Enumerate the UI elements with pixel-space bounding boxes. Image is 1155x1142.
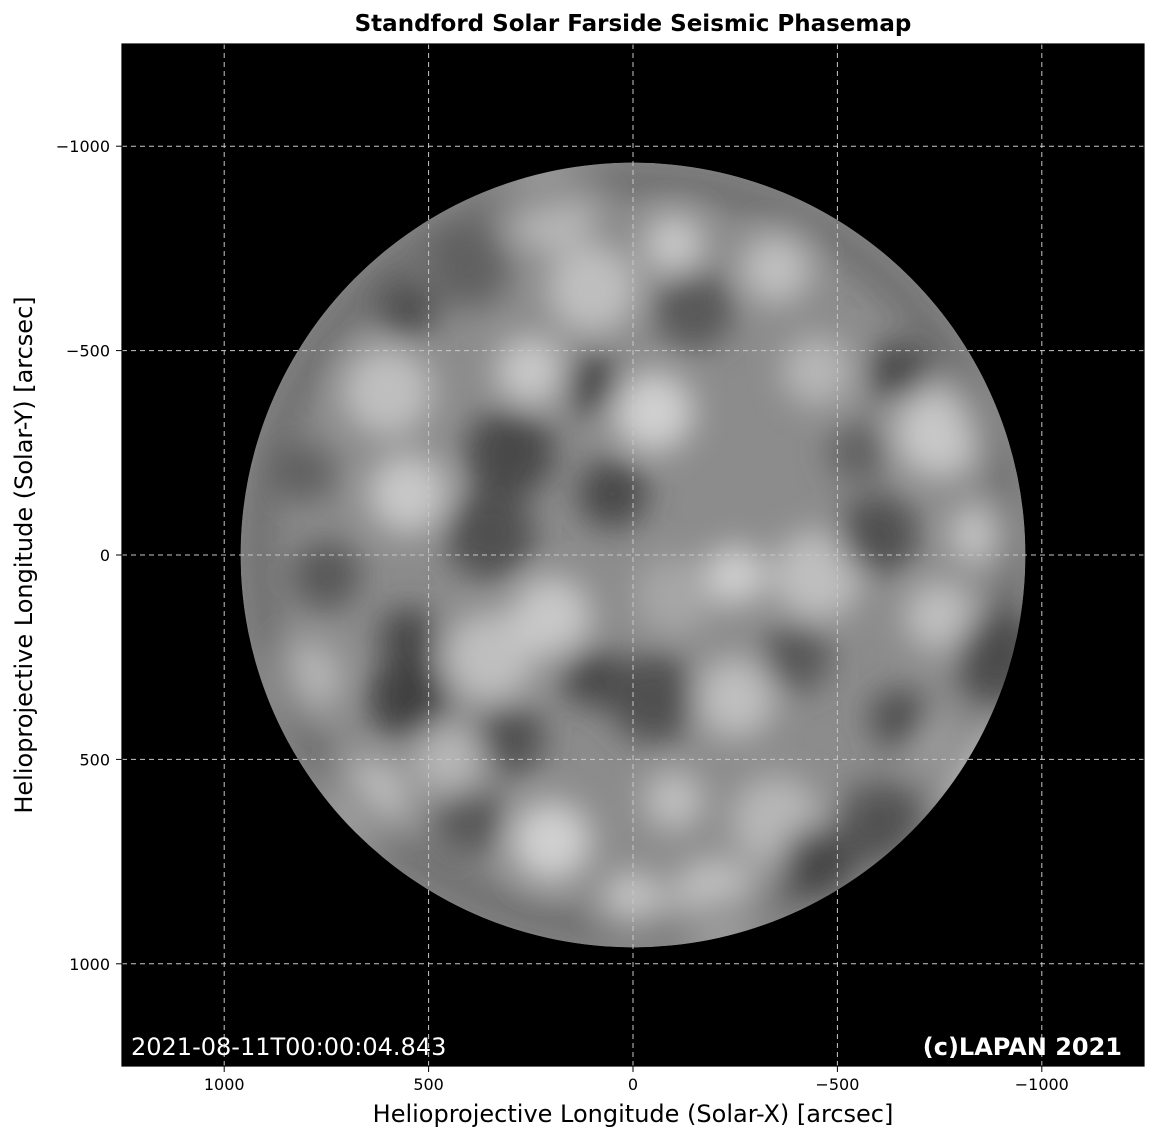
x-tick-label: 1000 — [204, 1075, 245, 1094]
phasemap-feature — [465, 407, 556, 498]
phasemap-feature — [475, 703, 546, 774]
x-tick-label: 0 — [628, 1075, 638, 1094]
chart-title: Standford Solar Farside Seismic Phasemap — [354, 11, 912, 37]
x-tick-label: −500 — [815, 1075, 859, 1094]
phasemap-feature — [562, 353, 623, 414]
phasemap-feature — [378, 606, 439, 667]
phasemap-feature — [547, 244, 638, 335]
phasemap-feature — [577, 458, 648, 529]
phasemap-feature — [654, 269, 735, 350]
phasemap-feature — [781, 336, 852, 407]
copyright-label: (c)LAPAN 2021 — [923, 1033, 1122, 1061]
phasemap-feature — [275, 443, 336, 504]
phasemap-feature — [613, 371, 694, 452]
phasemap-feature — [705, 545, 766, 606]
phasemap-feature — [643, 770, 704, 831]
phasemap-feature — [633, 555, 714, 636]
phasemap-feature — [643, 214, 704, 275]
x-tick-label: 500 — [413, 1075, 444, 1094]
timestamp-label: 2021-08-11T00:00:04.843 — [131, 1033, 446, 1061]
phasemap-feature — [741, 233, 812, 304]
x-tick-label: −1000 — [1015, 1075, 1069, 1094]
phasemap-feature — [378, 279, 439, 340]
phasemap-feature — [368, 658, 449, 739]
y-tick-label: −500 — [66, 342, 110, 361]
phasemap-feature — [434, 785, 505, 856]
y-tick-label: 0 — [100, 546, 110, 565]
y-tick-label: 500 — [79, 750, 110, 769]
axis-ticks: 1000 500 0 −500 −1000 −1000 −500 0 500 1000 — [56, 137, 1069, 1094]
phasemap-feature — [695, 658, 776, 739]
phasemap-feature — [342, 346, 433, 437]
x-axis-label: Helioprojective Longitude (Solar-X) [arc… — [373, 1100, 894, 1128]
phasemap-feature — [511, 801, 592, 882]
phasemap-feature — [904, 581, 975, 652]
phasemap-feature — [868, 341, 929, 402]
phasemap-feature — [761, 622, 832, 693]
phasemap-feature — [495, 336, 566, 407]
y-axis-label: Helioprojective Longitude (Solar-Y) [arc… — [10, 296, 38, 813]
y-tick-label: −1000 — [56, 137, 110, 156]
phasemap-feature — [444, 612, 535, 703]
phasemap-feature — [838, 494, 919, 575]
phasemap-feature — [771, 530, 862, 621]
phasemap-feature — [444, 489, 535, 580]
phasemap-feature — [562, 647, 623, 708]
phasemap-feature — [368, 453, 449, 534]
phasemap-feature — [868, 688, 929, 749]
phasemap-feature — [511, 576, 592, 657]
phasemap-feature — [827, 422, 888, 483]
phasemap-feature — [291, 540, 362, 611]
phasemap-feature — [608, 653, 699, 744]
y-tick-label: 1000 — [69, 955, 110, 974]
